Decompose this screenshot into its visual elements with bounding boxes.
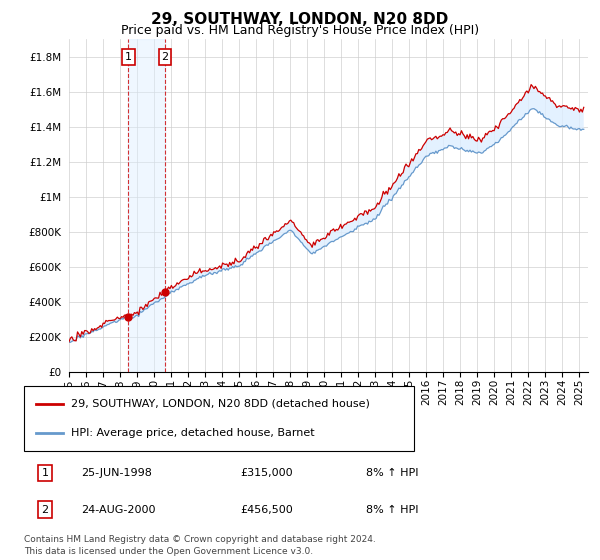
Text: 8% ↑ HPI: 8% ↑ HPI — [366, 505, 419, 515]
Text: 24-AUG-2000: 24-AUG-2000 — [81, 505, 155, 515]
Text: 2: 2 — [41, 505, 49, 515]
FancyBboxPatch shape — [24, 386, 414, 451]
Text: 8% ↑ HPI: 8% ↑ HPI — [366, 468, 419, 478]
Text: Price paid vs. HM Land Registry's House Price Index (HPI): Price paid vs. HM Land Registry's House … — [121, 24, 479, 37]
Text: £456,500: £456,500 — [240, 505, 293, 515]
Text: Contains HM Land Registry data © Crown copyright and database right 2024.
This d: Contains HM Land Registry data © Crown c… — [24, 535, 376, 556]
Text: 1: 1 — [41, 468, 49, 478]
Text: 1: 1 — [125, 52, 132, 62]
Text: HPI: Average price, detached house, Barnet: HPI: Average price, detached house, Barn… — [71, 428, 314, 438]
Text: £315,000: £315,000 — [240, 468, 293, 478]
Text: 29, SOUTHWAY, LONDON, N20 8DD (detached house): 29, SOUTHWAY, LONDON, N20 8DD (detached … — [71, 399, 370, 409]
Bar — [128, 39, 165, 372]
Text: 2: 2 — [161, 52, 169, 62]
Text: 29, SOUTHWAY, LONDON, N20 8DD: 29, SOUTHWAY, LONDON, N20 8DD — [151, 12, 449, 27]
Text: 25-JUN-1998: 25-JUN-1998 — [81, 468, 152, 478]
